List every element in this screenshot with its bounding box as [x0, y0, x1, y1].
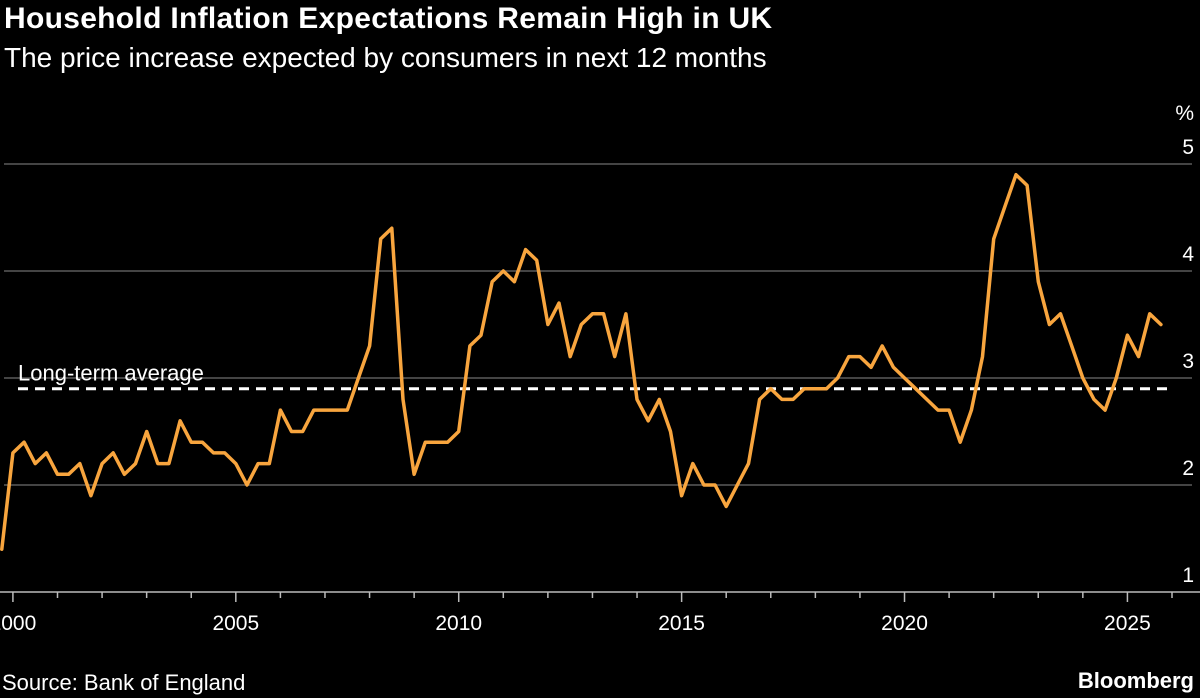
y-tick-label: 2 — [1182, 457, 1194, 480]
x-tick-label: 2020 — [881, 612, 928, 635]
y-unit-label: % — [1175, 102, 1194, 125]
x-tick-label: 2015 — [658, 612, 705, 635]
x-tick-label: 2010 — [435, 612, 482, 635]
x-tick-label: 2000 — [0, 612, 36, 635]
chart-title: Household Inflation Expectations Remain … — [4, 2, 773, 35]
gridlines — [4, 163, 1192, 486]
chart-subtitle: The price increase expected by consumers… — [4, 42, 767, 73]
source-note: Source: Bank of England — [2, 670, 246, 695]
y-tick-label: 4 — [1182, 243, 1194, 266]
y-tick-label: 1 — [1182, 564, 1194, 587]
long-term-average: Long-term average — [18, 361, 1172, 391]
series-line-0 — [0, 172, 1163, 551]
x-axis: 2000 2005 2010 2015 2020 2025 — [0, 591, 1200, 635]
bloomberg-logo: Bloomberg — [1077, 668, 1194, 693]
y-axis-ticks: 1 2 3 4 5 — [1182, 136, 1194, 587]
x-tick-label: 2005 — [212, 612, 259, 635]
long-term-average-label: Long-term average — [18, 361, 204, 386]
y-tick-label: 3 — [1182, 350, 1194, 373]
series-group — [0, 172, 1163, 551]
x-tick-label: 2025 — [1104, 612, 1151, 635]
y-tick-label: 5 — [1182, 136, 1194, 159]
